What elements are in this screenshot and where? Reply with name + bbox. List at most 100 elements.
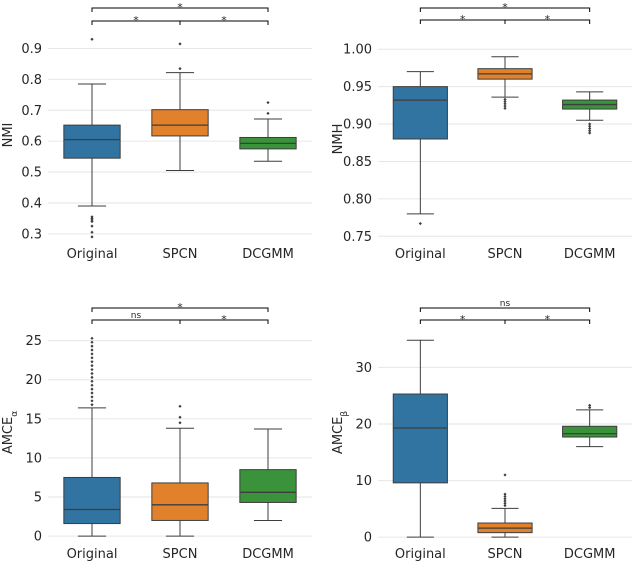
outlier-point	[90, 375, 94, 379]
outlier-point	[90, 224, 94, 228]
y-tick-label: 0.9	[21, 42, 42, 57]
chart-panel-1: 0.3 0.4 0.5 0.6 0.7 0.8 0.9 NMI Original SPCN DCGM…	[1, 1, 312, 262]
significance-bracket	[179, 319, 269, 324]
y-axis-label-main: NMH	[331, 124, 346, 155]
outlier-point	[90, 371, 94, 376]
significance-bracket	[419, 7, 591, 12]
y-tick-label: 1.00	[343, 43, 372, 58]
y-axis-label-main: AMCE	[1, 417, 16, 454]
y-tick-label: 20	[25, 373, 42, 388]
iqr-box	[63, 124, 121, 159]
y-tick-label: 0.8	[21, 73, 42, 88]
outlier-point	[90, 348, 94, 352]
outlier-point	[90, 403, 94, 407]
significance-label: *	[221, 14, 227, 27]
outlier-point	[588, 129, 592, 133]
outlier-point	[503, 503, 507, 508]
outlier-point	[503, 499, 507, 503]
y-tick-label: 10	[355, 474, 372, 489]
significance-bracket	[91, 7, 269, 12]
chart-panel-4: 0 10 20 30 AMCEβ Original SPCN DCGMM * * ns	[331, 299, 632, 562]
outlier-point	[503, 473, 507, 477]
significance-label: *	[502, 1, 508, 14]
outlier-point	[90, 360, 94, 364]
x-tick-label: SPCN	[163, 247, 198, 262]
y-tick-label: 25	[25, 334, 42, 349]
y-axis-label-main: NMI	[1, 123, 16, 148]
y-tick-label: 15	[25, 412, 42, 427]
box-original	[392, 71, 448, 226]
significance-bracket	[91, 307, 269, 312]
significance-label: *	[460, 13, 466, 26]
y-axis-label-subscript: α	[10, 411, 20, 417]
outlier-point	[503, 104, 507, 108]
significance-label: *	[545, 313, 551, 326]
iqr-box	[392, 393, 448, 484]
box-dcgmm	[562, 403, 618, 448]
y-tick-label: 0.3	[21, 227, 42, 242]
outlier-point	[90, 37, 94, 41]
outlier-point	[178, 42, 182, 46]
chart-panel-2: 0.75 0.80 0.85 0.90 0.95 1.00 NMH Original SPCN D…	[331, 1, 632, 262]
outlier-point	[90, 344, 94, 348]
outlier-point	[90, 387, 94, 391]
y-tick-label: 0.7	[21, 104, 42, 119]
iqr-box	[392, 86, 448, 140]
x-tick-label: SPCN	[488, 247, 523, 262]
outlier-point	[90, 336, 94, 340]
x-tick-label: Original	[67, 547, 118, 562]
significance-label: *	[545, 13, 551, 26]
outlier-point	[266, 111, 270, 115]
outlier-point	[588, 131, 592, 135]
iqr-box	[239, 469, 297, 503]
significance-label: *	[177, 1, 183, 14]
significance-bracket	[179, 20, 269, 25]
x-tick-label: SPCN	[163, 547, 198, 562]
box-original	[63, 336, 121, 537]
y-tick-label: 0.6	[21, 135, 42, 150]
significance-label: *	[177, 301, 183, 314]
y-tick-label: 10	[25, 451, 42, 466]
x-tick-label: Original	[67, 247, 118, 262]
outlier-point	[90, 367, 94, 372]
x-tick-label: DCGMM	[564, 247, 616, 262]
box-original	[392, 339, 448, 538]
outlier-point	[418, 221, 422, 226]
outlier-point	[90, 391, 94, 395]
outlier-point	[90, 230, 94, 234]
y-tick-label: 30	[355, 361, 372, 376]
outlier-point	[90, 399, 94, 403]
outlier-point	[90, 383, 94, 387]
y-tick-label: 0.80	[343, 192, 372, 207]
x-tick-label: DCGMM	[564, 547, 616, 562]
y-axis-label-subscript: β	[340, 411, 350, 417]
outlier-point	[90, 379, 94, 383]
box-spcn	[477, 473, 533, 538]
y-axis-label: AMCEα	[1, 411, 20, 454]
box-dcgmm	[239, 428, 297, 521]
iqr-box	[151, 482, 209, 521]
y-tick-label: 0.85	[343, 155, 372, 170]
outlier-point	[588, 126, 592, 131]
outlier-point	[503, 99, 507, 104]
significance-label: ns	[131, 311, 142, 321]
y-tick-label: 0	[364, 531, 372, 546]
x-tick-label: Original	[395, 247, 446, 262]
outlier-point	[90, 356, 94, 360]
outlier-point	[588, 406, 592, 410]
outlier-point	[90, 215, 94, 219]
x-tick-label: DCGMM	[242, 547, 294, 562]
box-original	[63, 37, 121, 239]
box-spcn	[477, 56, 533, 110]
box-spcn	[151, 42, 209, 172]
outlier-point	[588, 124, 592, 128]
outlier-point	[503, 494, 507, 499]
significance-label: *	[133, 14, 139, 27]
y-tick-label: 0.95	[343, 80, 372, 95]
y-tick-label: 5	[34, 491, 42, 506]
outlier-point	[90, 395, 94, 399]
outlier-point	[178, 67, 182, 71]
iqr-box	[63, 476, 121, 525]
